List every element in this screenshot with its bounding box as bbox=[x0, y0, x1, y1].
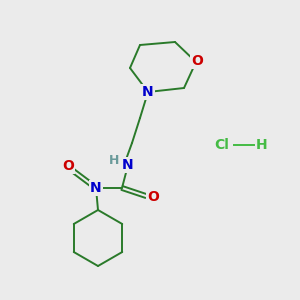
Text: Cl: Cl bbox=[214, 138, 230, 152]
Text: N: N bbox=[142, 85, 154, 99]
Text: O: O bbox=[147, 190, 159, 204]
Text: N: N bbox=[122, 158, 134, 172]
Text: N: N bbox=[90, 181, 102, 195]
Text: H: H bbox=[109, 154, 119, 167]
Text: O: O bbox=[191, 54, 203, 68]
Text: H: H bbox=[256, 138, 268, 152]
Text: O: O bbox=[62, 159, 74, 173]
